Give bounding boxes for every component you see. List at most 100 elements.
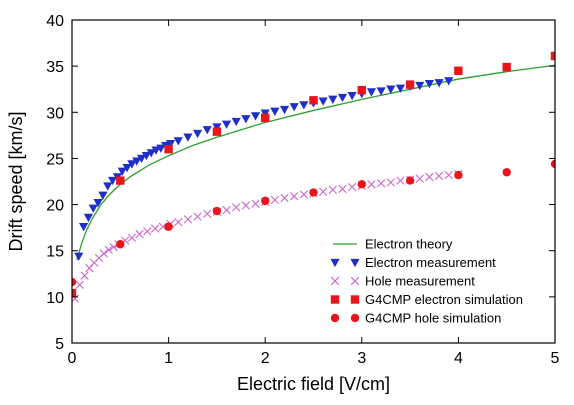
hole-measurement-point <box>241 201 251 210</box>
hole-measurement-point <box>193 212 202 221</box>
electron-measurement-point <box>83 213 94 223</box>
g4cmp-electron-simulation-point <box>261 113 270 123</box>
y-tick-label: 25 <box>46 151 64 168</box>
legend-item-g4cmp-hole-simulation: G4CMP hole simulation <box>330 311 501 326</box>
hole-measurement-point <box>75 280 84 290</box>
legend-swatch <box>330 276 340 286</box>
legend-swatch <box>350 295 360 304</box>
electron-measurement-point <box>192 129 203 139</box>
hole-measurement-point <box>289 192 299 201</box>
hole-measurement-point <box>415 174 424 183</box>
y-axis-title: Drift speed [km/s] <box>6 111 26 251</box>
electron-measurement-point <box>202 126 212 135</box>
hole-measurement-point <box>99 249 109 258</box>
electron-measurement-point <box>444 77 454 86</box>
g4cmp-hole-simulation-point <box>454 170 463 180</box>
g4cmp-electron-simulation-point <box>405 80 415 89</box>
hole-measurement-point <box>386 178 395 187</box>
electron-measurement-point <box>156 144 166 153</box>
g4cmp-hole-simulation-point <box>405 176 415 185</box>
electron-measurement-point <box>328 95 338 104</box>
g4cmp-hole-simulation-point <box>502 168 511 177</box>
g4cmp-hole-simulation-point <box>261 196 270 206</box>
hole-measurement-point <box>203 209 212 218</box>
electron-measurement-point <box>366 88 377 97</box>
g4cmp-hole-simulation-point <box>164 222 173 231</box>
g4cmp-hole-simulation-point <box>72 277 77 287</box>
electron-measurement-point <box>318 97 328 106</box>
g4cmp-electron-simulation-point <box>357 85 366 95</box>
g4cmp-electron-simulation-point <box>502 62 511 72</box>
legend-swatch <box>350 276 360 286</box>
x-tick-label: 1 <box>164 350 173 367</box>
g4cmp-electron-simulation-point <box>309 96 318 105</box>
electron-measurement-point <box>78 223 89 232</box>
electron-measurement-point <box>88 204 98 213</box>
legend-item-g4cmp-electron-simulation: G4CMP electron simulation <box>330 292 523 307</box>
x-axis-title: Electric field [V/cm] <box>237 374 390 394</box>
electron-measurement-point <box>127 160 137 169</box>
electron-measurement-point <box>241 115 251 124</box>
g4cmp-hole-simulation-point <box>357 180 366 189</box>
electron-measurement-point <box>141 151 151 161</box>
hole-measurement-point <box>318 187 328 196</box>
legend-label: G4CMP electron simulation <box>365 292 523 307</box>
electron-measurement-point <box>74 252 84 261</box>
x-tick-label: 2 <box>261 350 270 367</box>
electron-measurement-point <box>93 199 103 208</box>
electron-measurement-point <box>107 176 118 186</box>
hole-measurement-point <box>367 180 376 189</box>
legend-swatch <box>350 313 360 323</box>
g4cmp-electron-simulation-point <box>212 127 222 136</box>
electron-measurement-point <box>165 139 176 149</box>
electron-measurement-point <box>117 167 127 176</box>
electron-measurement-point <box>98 191 108 200</box>
hole-measurement-point <box>347 182 357 192</box>
hole-measurement-point <box>183 215 193 224</box>
hole-measurement-point <box>80 271 89 280</box>
electron-measurement-point <box>376 87 386 96</box>
y-tick-label: 40 <box>46 13 64 30</box>
electron-measurement-point <box>183 133 193 142</box>
g4cmp-hole-simulation-point <box>550 159 555 169</box>
hole-measurement-point <box>270 195 280 205</box>
electron-measurement-point <box>122 163 132 173</box>
hole-measurement-point <box>143 227 152 236</box>
x-tick-label: 4 <box>454 350 463 367</box>
hole-measurement-point <box>222 205 231 215</box>
series-g4cmp-hole-simulation <box>72 159 555 287</box>
legend-item-electron-theory: Electron theory <box>333 237 453 252</box>
hole-measurement-point <box>280 193 289 203</box>
electron-measurement-point <box>173 137 183 146</box>
legend-swatch <box>330 258 340 268</box>
y-tick-label: 15 <box>46 244 64 261</box>
hole-measurement-point <box>328 185 338 194</box>
hole-measurement-point <box>150 224 160 233</box>
hole-measurement-point <box>425 172 434 182</box>
legend-label: G4CMP hole simulation <box>365 311 501 326</box>
legend-swatch <box>350 258 360 268</box>
hole-measurement-point <box>135 229 144 239</box>
legend-label: Electron measurement <box>365 255 496 270</box>
electron-measurement-point <box>250 112 261 121</box>
electron-measurement-point <box>289 103 299 112</box>
legend-item-hole-measurement: Hole measurement <box>330 274 475 289</box>
x-tick-label: 0 <box>68 350 77 367</box>
electron-measurement-point <box>386 85 396 94</box>
hole-measurement-point <box>104 245 113 254</box>
x-tick-label: 5 <box>551 350 560 367</box>
electron-theory-line <box>76 64 555 261</box>
g4cmp-electron-simulation-point <box>116 176 125 185</box>
hole-measurement-point <box>174 217 183 227</box>
electron-measurement-point <box>132 157 142 166</box>
legend-item-electron-measurement: Electron measurement <box>330 255 496 270</box>
y-tick-label: 20 <box>46 198 64 215</box>
hole-measurement-point <box>127 233 137 242</box>
electron-measurement-point <box>221 120 232 129</box>
hole-measurement-point <box>396 176 405 185</box>
electron-measurement-point <box>136 154 147 164</box>
hole-measurement-point <box>444 170 453 180</box>
electron-measurement-point <box>103 182 113 191</box>
legend-swatch <box>330 313 340 323</box>
